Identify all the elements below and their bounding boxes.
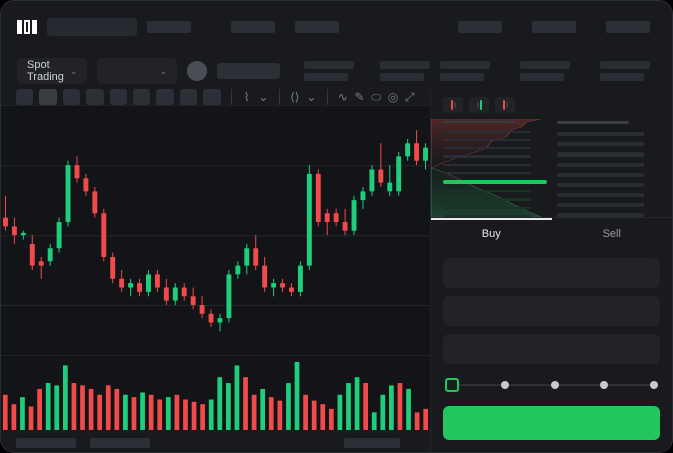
slider-dot-50[interactable] [551,381,559,389]
trendline-icon[interactable]: ∿ [337,90,348,104]
okx-trading-window: Spot Trading ⌄ ⌄ [0,0,673,453]
tab-sell[interactable]: Sell [552,218,673,248]
nav-item-2[interactable] [295,21,339,33]
total-input[interactable] [443,334,660,364]
amount-input[interactable] [443,296,660,326]
bottom-tabs-row [1,430,430,448]
pencil-icon[interactable]: ✎ [354,90,365,104]
fullscreen-icon[interactable]: ⤢ [404,90,415,105]
slider-dot-25[interactable] [501,381,509,389]
chart-type-btn-9[interactable] [203,89,220,105]
nav-item-3[interactable] [458,21,502,33]
header-nav-group [231,21,339,33]
chart-type-btn-8[interactable] [180,89,197,105]
volume-chart[interactable] [1,355,430,430]
slider-dot-75[interactable] [600,381,608,389]
price-stats-group-2 [440,61,650,81]
tab-right-label[interactable] [344,438,400,448]
percentage-slider[interactable] [445,378,658,392]
market-selector-bar: Spot Trading ⌄ ⌄ [1,53,672,89]
tab-positions[interactable] [16,438,76,448]
account-avatar[interactable] [147,21,191,33]
indicator-icon[interactable]: ⟨⟩ [289,90,300,104]
market-type-label: Spot Trading [27,59,64,83]
nav-item-1[interactable] [231,21,275,33]
market-type-dropdown[interactable]: Spot Trading ⌄ [17,58,87,84]
orderbook-trade-column: Buy Sell [431,89,672,452]
nav-item-5[interactable] [606,21,650,33]
timeframe2-icon[interactable]: ⌄ [258,90,269,104]
chart-toolbar: ⌇ ⌄ ⟨⟩ ⌄ ∿ ✎ ⬭ ◎ ⤢ [1,89,430,106]
view-toggle-green[interactable] [469,97,489,113]
slider-dot-0[interactable] [445,378,459,392]
chart-type-btn-6[interactable] [133,89,150,105]
chart-type-btn-7[interactable] [156,89,173,105]
okx-logo [17,20,37,34]
search-input[interactable] [47,18,137,36]
top-header [1,1,672,53]
slider-dot-100[interactable] [650,381,658,389]
buy-sell-tabs: Buy Sell [431,217,672,248]
positions-table [1,448,430,453]
magnet-icon[interactable]: ⬭ [371,90,382,105]
ask-column[interactable] [443,119,547,217]
trading-pair-dropdown[interactable]: ⌄ [97,58,177,84]
chart-type-btn-5[interactable] [110,89,127,105]
tab-buy[interactable]: Buy [431,218,552,248]
header-right-group [458,21,650,33]
mid-price-row [443,180,547,184]
bid-column[interactable] [557,119,661,217]
view-toggle-mixed[interactable] [495,97,515,113]
circle-tool-icon[interactable]: ◎ [388,90,399,104]
chart-type-btn-4[interactable] [86,89,103,105]
toolbar-separator-3 [327,89,328,105]
order-form [431,248,672,452]
chart-type-btn-2-active[interactable] [39,89,56,105]
candlestick-chart[interactable] [1,106,430,355]
chart-column: ⌇ ⌄ ⟨⟩ ⌄ ∿ ✎ ⬭ ◎ ⤢ [1,89,431,452]
toolbar-separator-1 [231,89,232,105]
main-body: ⌇ ⌄ ⟨⟩ ⌄ ∿ ✎ ⬭ ◎ ⤢ [1,89,672,452]
orderbook-panel [431,119,672,217]
timeframe-icon[interactable]: ⌇ [241,90,252,104]
nav-item-4[interactable] [532,21,576,33]
price-input[interactable] [443,258,660,288]
submit-order-button[interactable] [443,406,660,440]
chevron-down-icon: ⌄ [70,66,78,77]
chevron-icon[interactable]: ⌄ [306,90,317,104]
current-price-display [217,63,280,79]
chevron-down-icon-2: ⌄ [160,66,168,77]
toolbar-separator-2 [279,89,280,105]
tab-orders[interactable] [90,438,150,448]
coin-icon [187,61,207,81]
chart-type-btn-3[interactable] [63,89,80,105]
chart-type-btn-1[interactable] [16,89,33,105]
view-toggle-red[interactable] [443,97,463,113]
orderbook-columns [443,119,660,217]
orderbook-view-toggles [431,89,672,119]
price-stats-group-1 [304,61,430,81]
